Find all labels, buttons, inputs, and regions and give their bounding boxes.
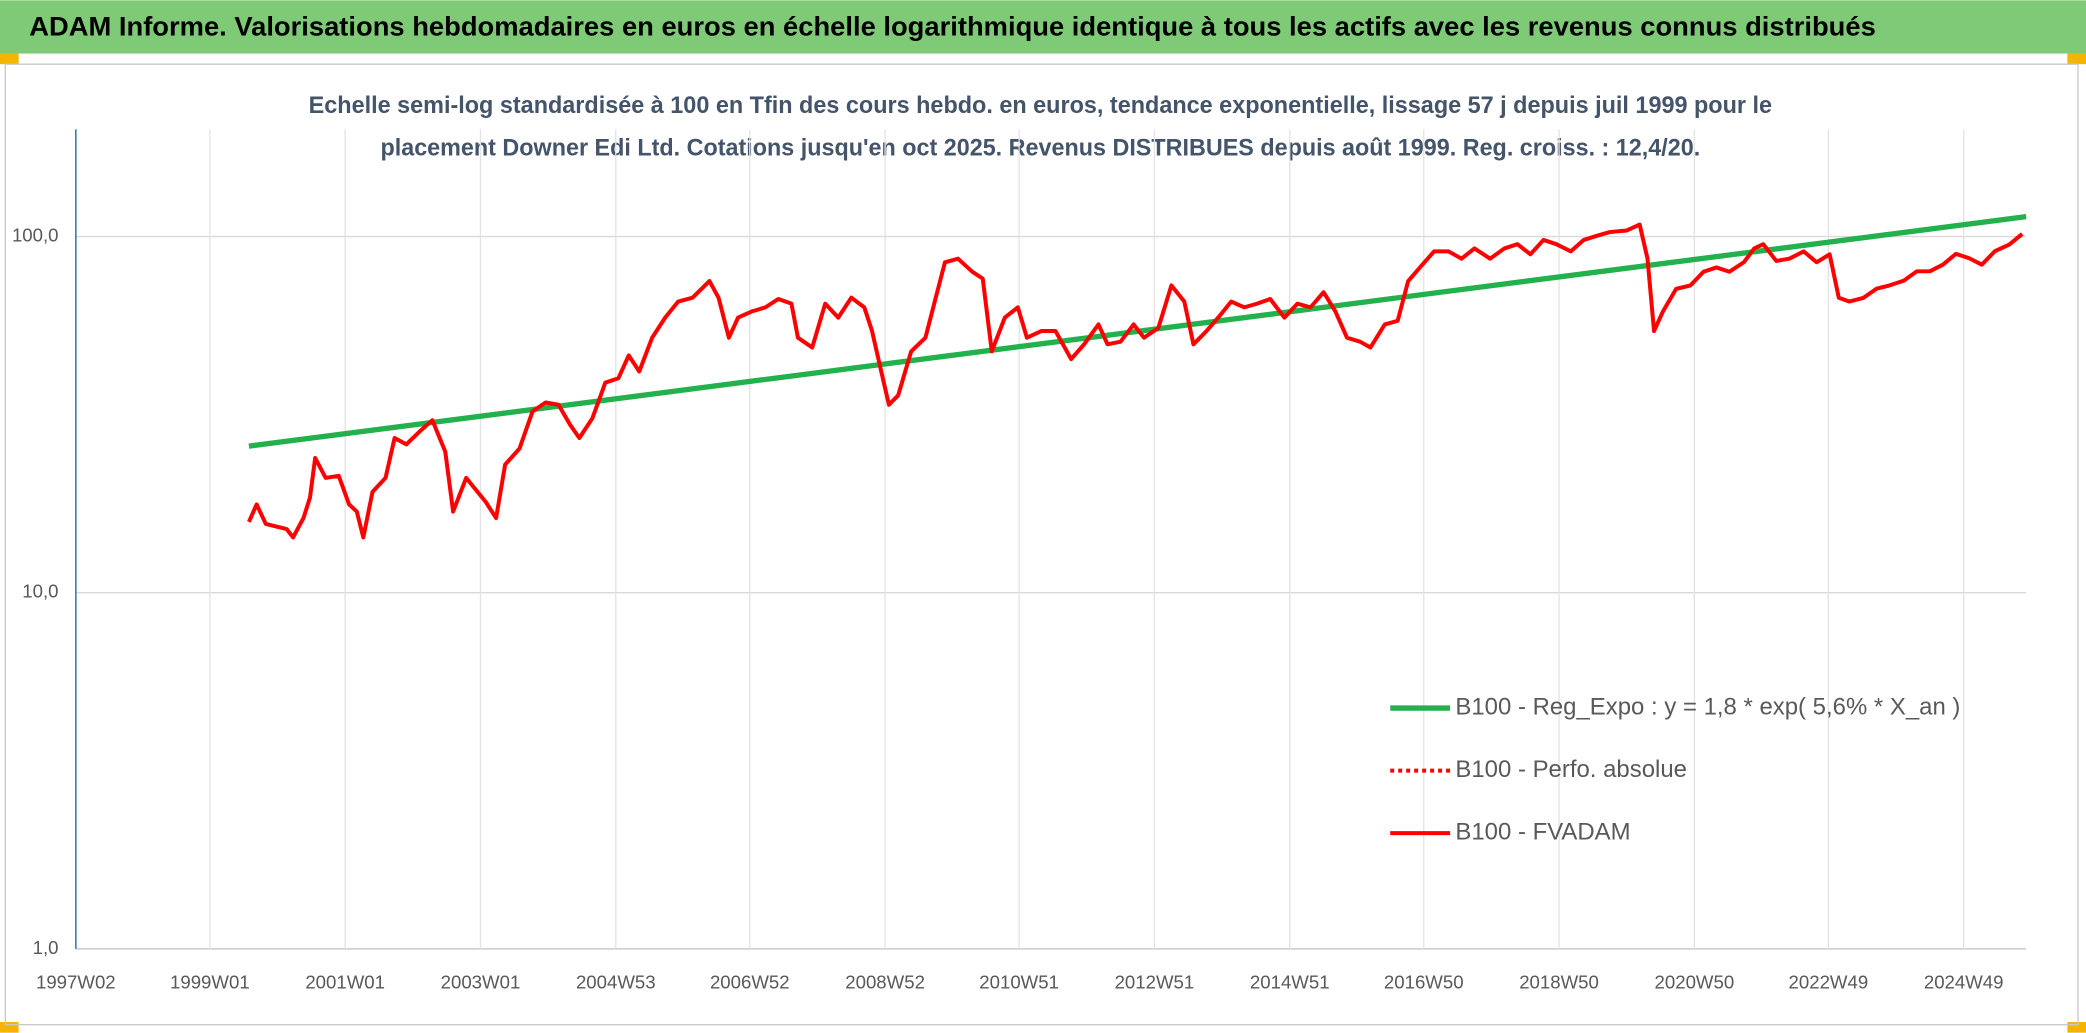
x-tick-label: 2003W01: [441, 971, 521, 992]
corner-mark: [2067, 53, 2086, 65]
x-tick-label: 2010W51: [979, 971, 1059, 992]
x-tick-label: 2008W52: [845, 971, 925, 992]
chart-subtitle: Echelle semi-log standardisée à 100 en T…: [309, 92, 1772, 119]
x-tick-label: 1999W01: [170, 971, 250, 992]
y-tick-label: 100,0: [12, 224, 59, 245]
chart-subtitle: placement Downer Edi Ltd. Cotations jusq…: [380, 135, 1700, 162]
legend-label: B100 - FVADAM: [1455, 818, 1630, 845]
legend-label: B100 - Perfo. absolue: [1455, 756, 1687, 783]
legend: B100 - Reg_Expo : y = 1,8 * exp( 5,6% * …: [1390, 693, 1960, 845]
x-tick-label: 2022W49: [1789, 971, 1869, 992]
x-tick-label: 2012W51: [1115, 971, 1195, 992]
y-tick-label: 10,0: [22, 581, 58, 602]
x-tick-label: 2014W51: [1250, 971, 1330, 992]
x-tick-label: 2018W50: [1519, 971, 1599, 992]
grid: 1,0 10,0 100,0 1997W02 1999W01 2001W01 2003W01…: [12, 129, 2027, 992]
corner-mark: [0, 1022, 19, 1033]
x-tick-label: 2020W50: [1655, 971, 1735, 992]
header-bar: [0, 0, 2086, 54]
series-line: [247, 222, 2024, 540]
chart-frame: [4, 63, 2079, 1026]
corner-mark: [2067, 1022, 2086, 1033]
x-tick-label: 2006W52: [710, 971, 790, 992]
legend-label: B100 - Reg_Expo : y = 1,8 * exp( 5,6% * …: [1455, 693, 1960, 720]
chart-title: ADAM Informe. Valorisations hebdomadaire…: [29, 11, 1876, 41]
y-tick-label: 1,0: [33, 937, 59, 958]
plot-area: [247, 213, 2027, 540]
x-tick-label: 2024W49: [1924, 971, 2004, 992]
x-tick-label: 2016W50: [1384, 971, 1464, 992]
x-tick-label: 2004W53: [576, 971, 656, 992]
x-tick-label: 1997W02: [36, 971, 116, 992]
x-tick-label: 2001W01: [305, 971, 385, 992]
corner-mark: [0, 53, 19, 65]
